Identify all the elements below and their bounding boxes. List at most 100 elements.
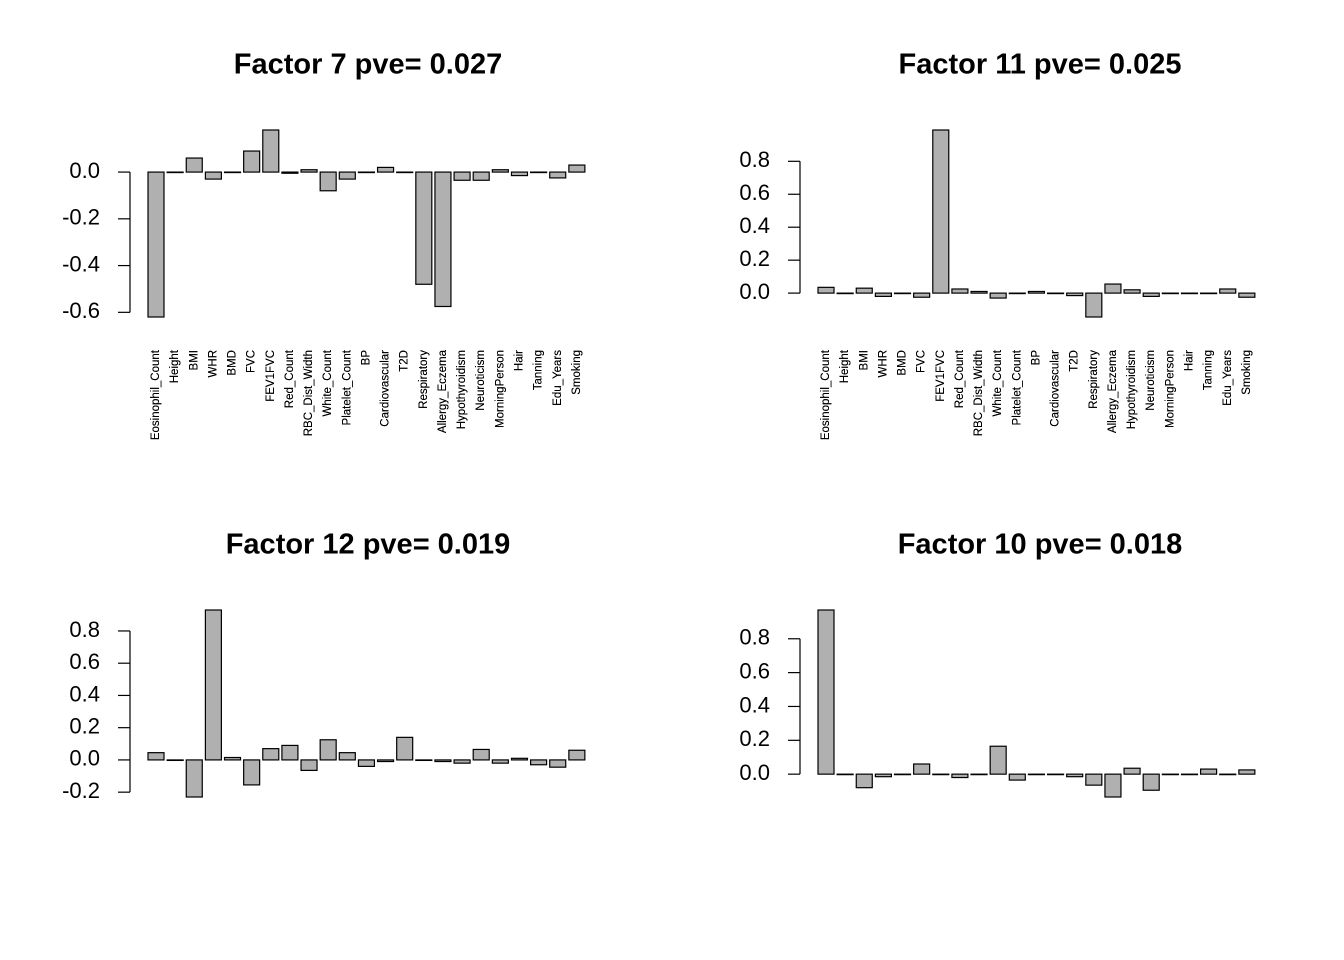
- bar: [147, 171, 165, 318]
- x-tick-label: T2D: [1069, 350, 1081, 372]
- x-tick-label: Respiratory: [418, 350, 430, 409]
- x-tick-label: BP: [1030, 350, 1042, 366]
- bar: [204, 609, 222, 761]
- bar: [396, 736, 414, 761]
- bar: [855, 773, 873, 789]
- bar: [568, 749, 586, 761]
- bar: [185, 157, 203, 173]
- bar: [223, 756, 242, 761]
- x-tick-label: Eosinophil_Count: [820, 349, 832, 440]
- x-tick-label: BP: [1030, 350, 1042, 366]
- bar: [319, 171, 337, 192]
- bar: [357, 759, 376, 767]
- bar: [1046, 773, 1065, 776]
- x-tick-label: FVC: [246, 350, 258, 373]
- bar: [415, 759, 433, 762]
- bar: [185, 759, 203, 798]
- bar: [1161, 292, 1179, 295]
- x-tick-label: T2D: [399, 350, 411, 372]
- bar: [396, 171, 414, 174]
- y-tick-label: 0.8: [69, 617, 100, 642]
- bar: [568, 164, 586, 173]
- x-tick-label: WHR: [877, 350, 889, 377]
- x-tick-label: Hypothyroidism: [456, 350, 468, 429]
- bar: [836, 773, 854, 776]
- x-tick-label: Eosinophil_Count: [150, 349, 162, 440]
- bar: [1142, 773, 1160, 791]
- bar: [970, 773, 988, 776]
- bar: [951, 288, 969, 294]
- y-tick-label: 0.2: [739, 246, 770, 271]
- bar: [874, 292, 892, 298]
- x-tick-label: T2D: [1069, 350, 1081, 372]
- x-tick-label: Tanning: [1203, 350, 1215, 390]
- bar: [1238, 292, 1256, 298]
- bar: [855, 287, 873, 294]
- x-tick-label: Height: [839, 349, 851, 383]
- bar: [338, 171, 356, 180]
- x-tick-label: Red_Count: [284, 349, 296, 408]
- bar: [1199, 768, 1218, 775]
- bar: [472, 748, 490, 761]
- x-tick-label: Hair: [1184, 350, 1196, 371]
- x-tick-label: RBC_Dist_Width: [973, 350, 985, 436]
- bar: [376, 166, 395, 173]
- x-tick-label: MorningPerson: [1164, 350, 1176, 428]
- bar: [1104, 283, 1122, 294]
- bar: [817, 609, 835, 775]
- chart-title: Factor 7 pve= 0.027: [234, 49, 502, 81]
- bar: [1123, 767, 1141, 775]
- x-tick-label: Cardiovascular: [380, 350, 392, 427]
- x-tick-label: BMI: [858, 350, 870, 370]
- y-tick-label: 0.0: [739, 760, 770, 785]
- bar: [262, 748, 280, 761]
- y-tick-label: 0.4: [69, 681, 100, 706]
- bar: [1180, 773, 1199, 776]
- y-tick-label: -0.2: [62, 778, 100, 803]
- x-tick-label: BMD: [897, 350, 909, 376]
- x-tick-label: Hair: [514, 350, 526, 371]
- bar: [1161, 773, 1179, 776]
- bar: [491, 169, 509, 173]
- bar: [1104, 773, 1122, 798]
- x-tick-label: RBC_Dist_Width: [303, 350, 315, 436]
- bar: [1008, 292, 1026, 295]
- y-tick-label: 0.6: [739, 180, 770, 205]
- x-tick-label: Eosinophil_Count: [820, 349, 832, 440]
- x-tick-label: White_Count: [992, 349, 1004, 416]
- chart-title: Factor 11 pve= 0.025: [899, 49, 1182, 81]
- x-tick-label: White_Count: [322, 349, 334, 416]
- x-tick-label: RBC_Dist_Width: [973, 350, 985, 436]
- bar: [1027, 773, 1046, 776]
- x-tick-label: RBC_Dist_Width: [303, 350, 315, 436]
- x-tick-label: WHR: [207, 350, 219, 377]
- x-tick-label: FVC: [246, 350, 258, 373]
- bar: [1123, 289, 1141, 294]
- x-tick-label: Allergy_Eczema: [1107, 349, 1119, 433]
- y-tick-label: 0.2: [739, 726, 770, 751]
- x-tick-label: Edu_Years: [552, 350, 564, 406]
- x-tick-label: BMI: [858, 350, 870, 370]
- bar: [147, 752, 165, 761]
- bar: [491, 759, 509, 764]
- x-tick-label: Smoking: [571, 350, 583, 395]
- bar: [932, 773, 950, 776]
- bar: [874, 773, 892, 778]
- y-tick-label: 0.0: [739, 279, 770, 304]
- bar: [970, 290, 988, 294]
- x-tick-label: White_Count: [992, 349, 1004, 416]
- x-tick-label: Smoking: [571, 350, 583, 395]
- bar: [453, 171, 471, 181]
- bar: [223, 171, 242, 174]
- x-tick-label: FVC: [916, 350, 928, 373]
- bar: [319, 739, 337, 761]
- bar: [989, 745, 1007, 775]
- bar: [434, 759, 452, 763]
- chart-title: Factor 12 pve= 0.019: [226, 529, 511, 561]
- y-tick-label: 0.2: [69, 713, 100, 738]
- x-tick-label: Platelet_Count: [1011, 349, 1023, 425]
- x-tick-label: Cardiovascular: [1050, 350, 1062, 427]
- bar: [1008, 773, 1026, 781]
- x-tick-label: Allergy_Eczema: [437, 349, 449, 433]
